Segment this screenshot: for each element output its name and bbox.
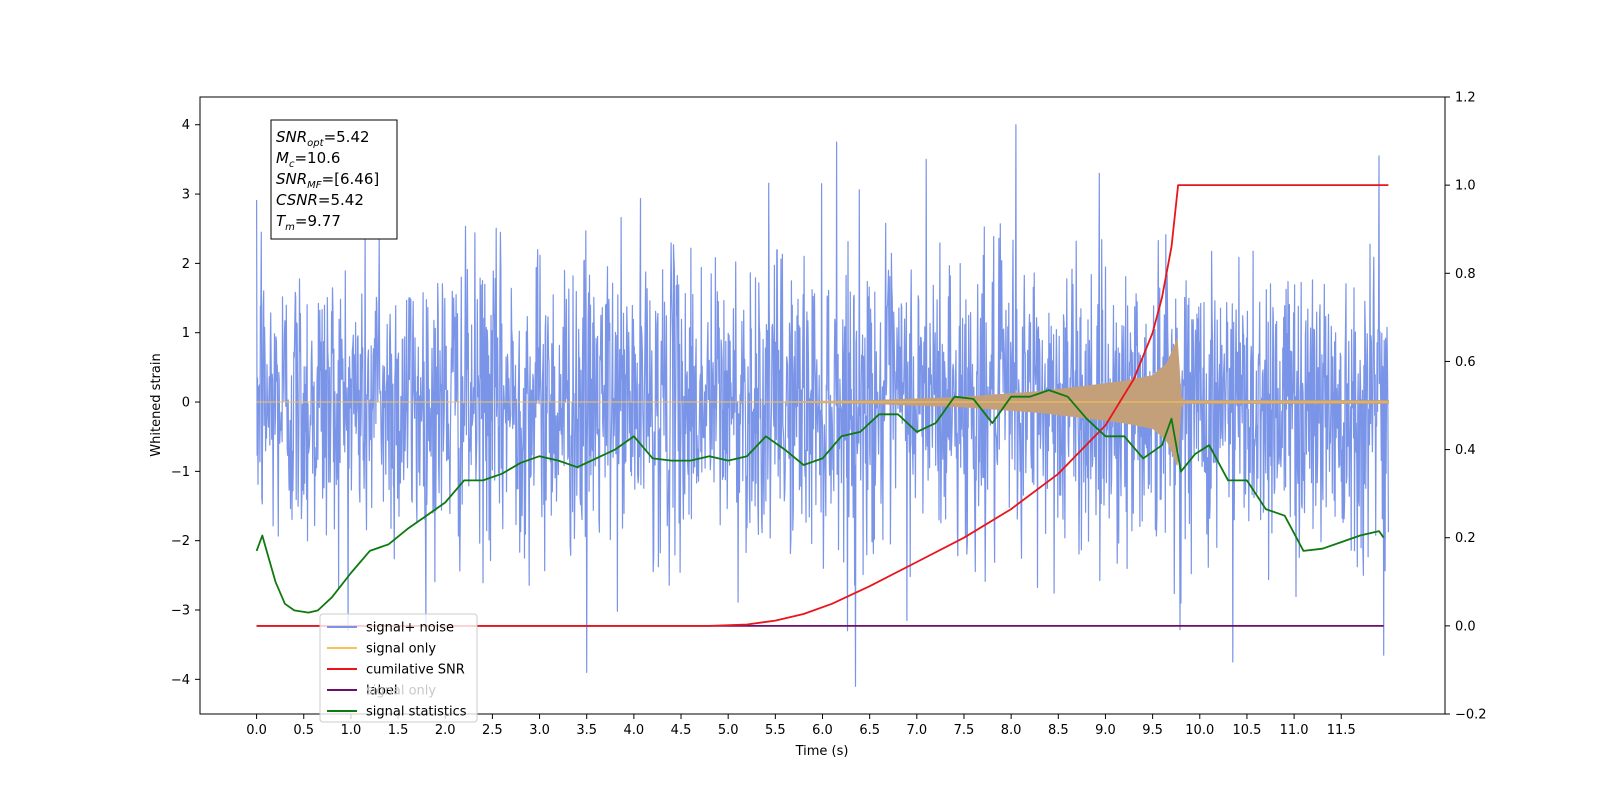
- series-signal-statistics: [255, 389, 1385, 614]
- annotation-line: SNRopt=5.42: [276, 128, 370, 149]
- legend-label: label: [366, 684, 397, 699]
- y-right-tick-label: 0.4: [1455, 443, 1476, 458]
- annotation-symbol: CSNR: [276, 191, 318, 209]
- y-tick-label: 1: [182, 326, 190, 341]
- legend-label: signal only: [366, 684, 436, 699]
- y-tick-label: 4: [182, 118, 190, 133]
- axes-layer: 0.0 0.5 1.0 1.5 2.0 2.5 3.0 3.5 4.0 4.5 5.0 5.5 6.0 6…: [171, 91, 1487, 739]
- x-tick-label: 4.5: [671, 723, 692, 738]
- legend-label: cumilative SNR: [366, 663, 465, 678]
- y-right-tick-label: 1.2: [1455, 91, 1476, 106]
- x-tick-label: 10.5: [1232, 723, 1261, 738]
- annotation-value: =[6.46]: [322, 170, 380, 188]
- x-tick-label: 3.5: [576, 723, 597, 738]
- annotation-symbol: SNR: [276, 170, 307, 188]
- series-cumulative-snr: [256, 184, 1389, 627]
- annotation-line: CSNR=5.42: [276, 191, 364, 209]
- y-tick-label: 0: [182, 396, 190, 411]
- annotation-symbol: T: [276, 212, 287, 230]
- x-tick-label: 1.0: [341, 723, 362, 738]
- y-tick-label: −2: [171, 534, 190, 549]
- annotation-line: Mc=10.6: [276, 149, 340, 170]
- x-tick-label: 8.0: [1001, 723, 1022, 738]
- x-axis-label: Time (s): [795, 744, 849, 759]
- x-tick-label: 7.0: [906, 723, 927, 738]
- y-right-tick-label: 0.6: [1455, 355, 1476, 370]
- annotation-line: SNRMF=[6.46]: [276, 170, 379, 191]
- y-right-tick-label: 0.8: [1455, 267, 1476, 282]
- legend-frame: [319, 613, 478, 723]
- annotation-value: =5.42: [324, 128, 370, 146]
- y-right-tick-label: −0.2: [1455, 708, 1487, 723]
- x-tick-label: 1.5: [388, 723, 409, 738]
- annotation-symbol: M: [276, 149, 289, 167]
- legend-label: signal only: [366, 642, 436, 657]
- annotation-line: Tm=9.77: [276, 212, 341, 233]
- x-tick-label: 5.0: [718, 723, 739, 738]
- legend-label: signal statistics: [366, 705, 467, 720]
- annotation-value: =5.42: [318, 191, 364, 209]
- y-tick-label: −3: [171, 604, 190, 619]
- x-tick-label: 6.5: [859, 723, 880, 738]
- y-right-tick-label: 1.0: [1455, 179, 1476, 194]
- x-tick-label: 0.5: [293, 723, 314, 738]
- y-tick-label: 3: [182, 188, 190, 203]
- x-tick-label: 10.0: [1185, 723, 1214, 738]
- x-tick-label: 4.0: [624, 723, 645, 738]
- series-signal-noise: [256, 124, 1389, 687]
- annotation-symbol: SNR: [276, 128, 307, 146]
- annotation-value: =10.6: [294, 149, 340, 167]
- y-axis-label: Whitened strain: [149, 353, 164, 456]
- x-tick-label: 3.0: [529, 723, 550, 738]
- x-tick-label: 7.5: [954, 723, 975, 738]
- y-tick-label: −1: [171, 465, 190, 480]
- annotation-value: =9.77: [295, 212, 341, 230]
- x-tick-label: 2.5: [482, 723, 503, 738]
- x-tick-label: 9.0: [1095, 723, 1116, 738]
- y-right-tick-label: 0.2: [1455, 531, 1476, 546]
- annotation-box: SNRopt=5.42Mc=10.6SNRMF=[6.46]CSNR=5.42T…: [270, 119, 398, 240]
- x-tick-label: 8.5: [1048, 723, 1069, 738]
- y-tick-label: 2: [182, 257, 190, 272]
- x-tick-label: 11.0: [1280, 723, 1309, 738]
- annotation-subscript: opt: [307, 138, 324, 149]
- annotation-subscript: MF: [307, 180, 322, 191]
- x-tick-label: 9.5: [1142, 723, 1163, 738]
- x-tick-label: 6.0: [812, 723, 833, 738]
- x-tick-label: 0.0: [246, 723, 267, 738]
- x-tick-label: 5.5: [765, 723, 786, 738]
- legend: signal+ noise signal only cumilative SNR la…: [319, 613, 478, 723]
- annotation-subscript: c: [289, 159, 295, 170]
- x-tick-label: 11.5: [1327, 723, 1356, 738]
- y-tick-label: −4: [171, 673, 190, 688]
- legend-label: signal+ noise: [366, 621, 454, 636]
- x-tick-label: 2.0: [435, 723, 456, 738]
- annotation-frame: [270, 119, 398, 240]
- y-right-tick-label: 0.0: [1455, 619, 1476, 634]
- annotation-subscript: m: [285, 222, 295, 233]
